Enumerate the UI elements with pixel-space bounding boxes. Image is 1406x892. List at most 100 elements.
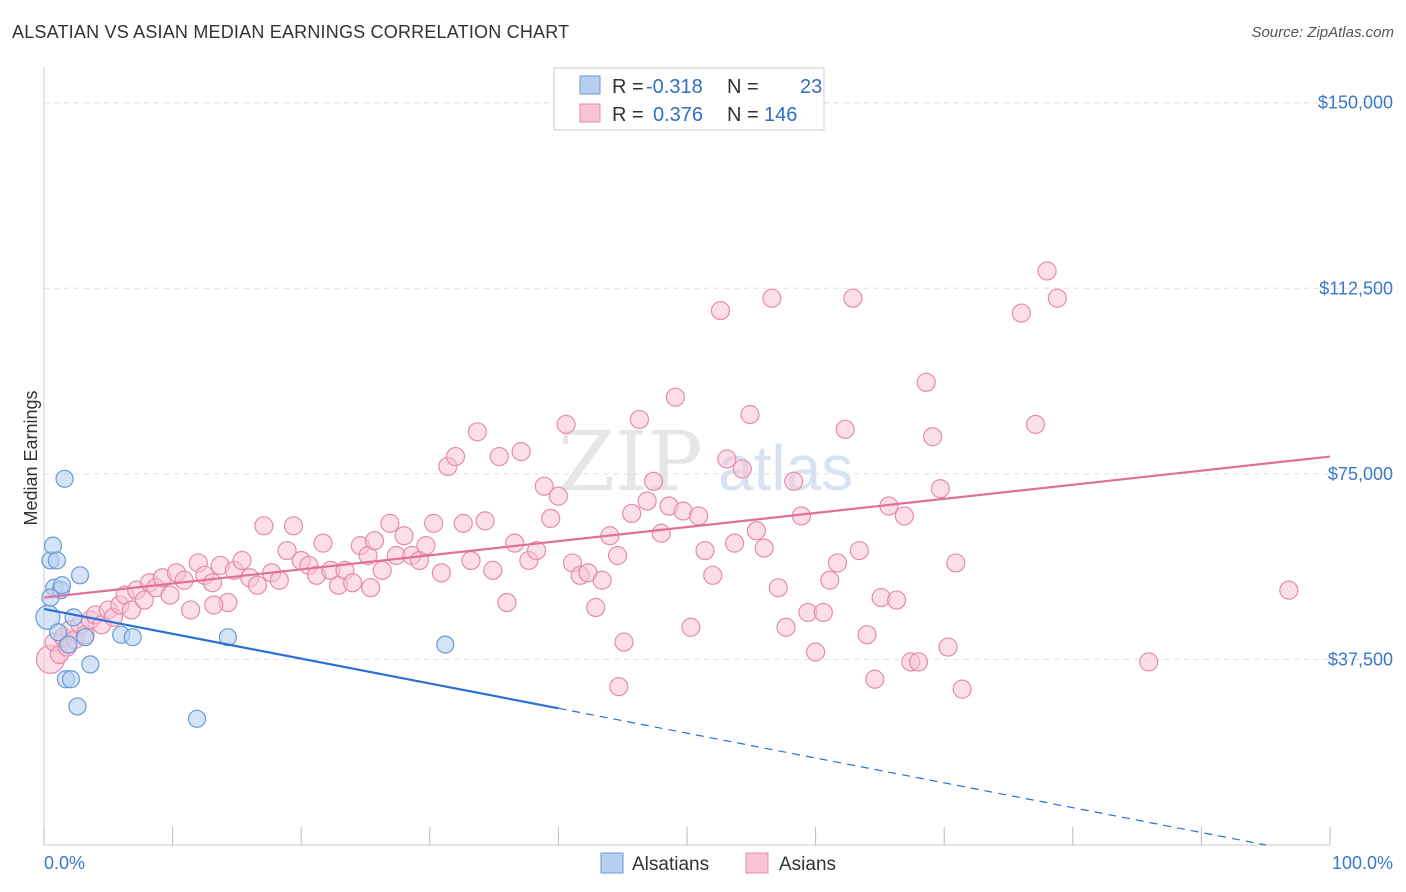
- asians-point: [364, 531, 385, 551]
- asians-point: [431, 563, 451, 583]
- legend-swatch-asians: [579, 103, 601, 123]
- alsatians-point: [436, 635, 455, 654]
- asians-point: [586, 597, 606, 618]
- asians-point: [643, 471, 664, 491]
- legend-n-value-1: 23: [800, 76, 822, 98]
- asians-point: [489, 446, 509, 467]
- asians-point: [269, 570, 289, 590]
- asians-point: [894, 506, 914, 526]
- y-tick-label-3: $150,000: [1318, 93, 1393, 113]
- asians-point: [622, 503, 642, 524]
- y-tick-label-2: $112,500: [1319, 278, 1393, 298]
- bottom-legend-asians: Asians: [779, 854, 836, 875]
- asians-point: [1011, 303, 1031, 323]
- asians-point: [717, 449, 737, 469]
- bottom-legend-swatch-alsatians: [600, 852, 624, 874]
- asians-point: [160, 585, 180, 605]
- alsatians-point: [187, 709, 207, 728]
- alsatians-point: [59, 635, 78, 654]
- asians-point: [952, 679, 972, 699]
- bottom-legend: Alsatians Asians: [600, 852, 836, 875]
- legend-r-value-1: -0.318: [646, 76, 703, 98]
- alsatians-point: [218, 628, 237, 647]
- asians-point: [453, 513, 473, 533]
- asians-point: [445, 446, 466, 467]
- legend-n-label-2: N =: [727, 104, 759, 126]
- watermark-zip: ZIP: [558, 415, 703, 510]
- alsatians-point: [81, 655, 100, 674]
- asians-point: [277, 540, 297, 561]
- asians-point: [247, 575, 268, 595]
- asians-point: [467, 422, 487, 442]
- asians-point: [835, 419, 855, 439]
- y-tick-label-0: $37,500: [1328, 649, 1393, 669]
- asians-point: [688, 506, 709, 526]
- asians-point: [497, 592, 517, 613]
- alsatians-trend-line: [43, 607, 559, 710]
- asians-point: [1047, 288, 1067, 308]
- asians-point: [1139, 652, 1159, 672]
- asians-point: [887, 590, 907, 610]
- asians-point: [857, 625, 877, 645]
- alsatians-point: [55, 469, 74, 488]
- asians-point: [938, 637, 958, 657]
- legend-n-label-1: N =: [727, 76, 759, 98]
- asians-point: [556, 414, 576, 434]
- alsatians-point: [49, 623, 68, 642]
- asians-point: [134, 590, 154, 610]
- asians-point: [827, 553, 848, 573]
- asians-point: [204, 595, 224, 615]
- asians-point: [461, 550, 481, 571]
- asians-point: [343, 573, 363, 593]
- asians-trend-line: [43, 455, 1331, 599]
- asians-point: [762, 288, 782, 308]
- axes: [43, 67, 1331, 846]
- asians-point: [651, 523, 671, 543]
- asians-point: [607, 545, 628, 566]
- alsatians-point: [47, 551, 66, 570]
- y-tick-labels: $37,500 $75,000 $112,500 $150,000: [1318, 93, 1393, 670]
- asians-point: [361, 578, 381, 598]
- asians-point: [946, 553, 966, 573]
- asians-point: [930, 479, 950, 499]
- asians-point: [754, 538, 774, 558]
- y-axis-label: Median Earnings: [21, 390, 41, 525]
- alsatians-point: [43, 536, 63, 555]
- asians-point: [740, 404, 760, 425]
- alsatians-point: [68, 697, 87, 716]
- asians-point: [416, 536, 436, 556]
- alsatians-point: [76, 628, 95, 647]
- asians-point: [541, 508, 561, 529]
- legend-swatch-alsatians: [579, 75, 601, 95]
- alsatians-point: [123, 628, 142, 647]
- bottom-legend-swatch-asians: [745, 852, 769, 874]
- source-note: Source: ZipAtlas.com: [1251, 24, 1394, 41]
- asians-point: [923, 427, 943, 447]
- asians-points: [35, 261, 1299, 699]
- asians-point: [681, 617, 701, 637]
- asians-point: [232, 550, 252, 571]
- asians-point: [372, 560, 392, 580]
- asians-point: [614, 632, 634, 652]
- asians-point: [908, 652, 929, 672]
- legend-r-label-1: R =: [612, 76, 644, 98]
- asians-point: [820, 570, 840, 590]
- asians-point: [695, 540, 715, 561]
- asians-point: [534, 476, 554, 496]
- asians-point: [283, 516, 304, 536]
- asians-point: [865, 669, 885, 689]
- asians-point: [732, 459, 752, 479]
- asians-point: [424, 513, 444, 533]
- alsatians-point: [70, 566, 90, 585]
- x-tick-label-min: 0.0%: [44, 853, 85, 873]
- x-tick-label-max: 100.0%: [1332, 853, 1393, 873]
- asians-point: [505, 533, 525, 553]
- asians-point: [784, 471, 804, 491]
- asians-point: [202, 573, 223, 593]
- asians-point: [916, 372, 936, 392]
- legend-n-value-2: 146: [764, 104, 797, 126]
- legend-box: R = -0.318 N = 23 R = 0.376 N = 146: [553, 67, 825, 131]
- asians-point: [1025, 414, 1046, 434]
- legend-r-label-2: R =: [612, 104, 644, 126]
